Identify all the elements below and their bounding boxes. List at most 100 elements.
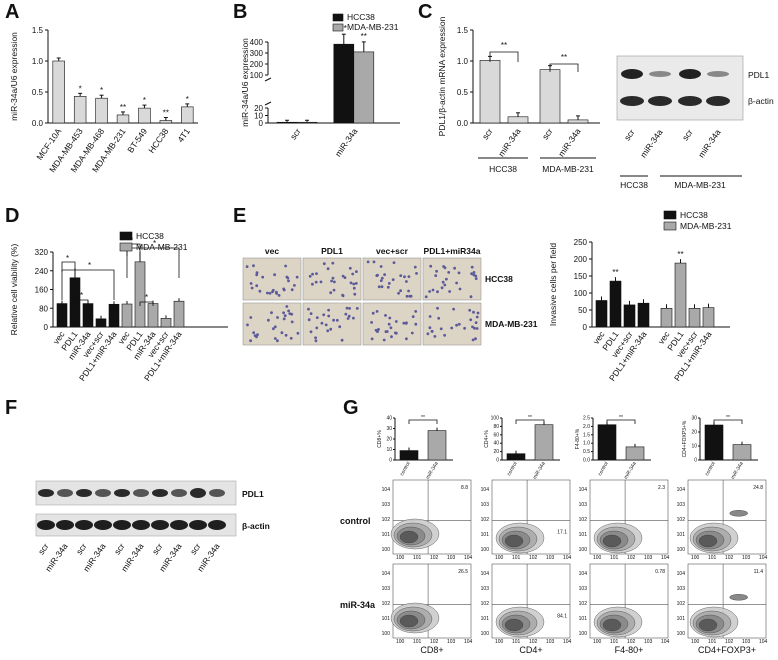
d-sig: * [130,236,133,245]
e-cell-dot [320,321,324,325]
a-bar [95,97,108,124]
e-image-row-label: MDA-MB-231 [485,319,538,329]
e-cell-dot [428,315,432,318]
e-cell-dot [377,328,380,331]
e-cell-dot [314,339,318,343]
c-blot-band-pdl1 [649,71,671,77]
e-cell-dot [372,260,376,264]
g-flow-axis-tick: 104 [563,639,572,645]
e-cell-dot [349,281,353,285]
f-blot-lane: scr [112,541,127,556]
e-cell-dot [445,277,448,281]
e-cell-dot [376,330,379,333]
e-cell-dot [380,285,384,289]
g-flow-axis-tick: 103 [447,555,456,561]
e-cell-dot [345,306,349,310]
g-tick-label: 100 [491,416,500,422]
c-category: scr [480,126,495,141]
d-bar-MDA-MB-231 [147,303,159,328]
g-flow-axis-tick: 103 [382,502,391,508]
g-flow-axis-tick: 101 [481,616,490,622]
e-cell-dot [472,310,475,314]
g-flow-axis-tick: 101 [708,639,717,645]
a-sig: ** [163,109,169,118]
e-image-column-label: vec [265,246,279,256]
e-y-tick-label: 100 [574,289,588,298]
e-cell-dot [455,323,458,327]
panel-label-A: A [5,1,19,23]
panel-label-G: G [343,397,359,419]
e-cell-dot [314,280,318,284]
e-cell-dot [474,321,478,324]
g-flow-axis-tick: 101 [413,555,422,561]
e-cell-dot [315,316,319,319]
g-flow-row-label: miR-34a [340,600,376,610]
d-legend-swatch [119,231,133,241]
g-bar [704,424,724,461]
e-cell-dot [284,264,287,268]
f-blot-band-pdl1 [76,489,92,497]
d-legend-label: MDA-MB-231 [136,242,188,252]
e-cell-dot [407,289,410,293]
a-bar [116,114,130,124]
d-sig: * [153,239,156,248]
g-flow-axis-tick: 101 [512,639,521,645]
g-flow-percent: 17.1 [557,529,567,535]
b-sig: ** [361,32,367,41]
d-bar-HCC38 [108,303,120,328]
g-tick-label: 2.5 [583,416,590,422]
c-bar [539,69,561,124]
b-y-title: miR-34a/U6 expression [240,38,250,127]
e-cell-dot [353,292,357,296]
g-flow-axis-tick: 101 [481,532,490,538]
g-flow-axis-tick: 102 [382,601,391,607]
e-cell-dot [408,294,412,298]
d-y-tick-label: 80 [39,304,48,313]
e-cell-dot [335,318,339,322]
e-cell-dot [413,265,417,269]
g-y-title: CD8+% [377,430,383,448]
e-cell-dot [311,282,314,286]
e-cell-dot [382,338,386,342]
g-category: control [597,461,610,477]
g-flow-axis-tick: 102 [725,639,734,645]
g-flow-axis-tick: 101 [610,639,619,645]
e-cell-dot [387,322,391,326]
g-flow-axis-tick: 104 [661,639,670,645]
e-cell-dot [399,274,403,277]
g-flow-axis-tick: 101 [382,532,391,538]
e-y-tick-label: 150 [574,272,588,281]
a-bar [73,96,87,124]
a-y-tick-label: 0.5 [32,88,44,97]
e-cell-dot [405,337,408,341]
b-tick-label: 300 [250,49,264,58]
e-cell-dot [411,315,415,318]
e-cell-dot [355,270,358,273]
f-blot-lane: scr [150,541,165,556]
f-blot-band-actin [75,520,93,530]
e-cell-dot [387,282,391,285]
e-bar-MDA-MB-231 [660,307,673,328]
c-y-title: PDL1/β-actin mRNA expression [437,16,447,136]
e-cell-dot [414,310,418,313]
b-tick-label: 10 [254,112,263,121]
e-cell-dot [266,291,269,295]
g-flow-percent: 24.8 [753,485,763,491]
g-y-title: F4-80+% [575,428,581,449]
e-cell-dot [447,271,451,274]
g-tick-label: 0 [694,458,697,464]
e-cell-dot [388,316,392,320]
g-flow-axis-tick: 100 [593,555,602,561]
e-cell-dot [405,294,409,298]
e-cell-dot [333,280,336,284]
e-bar-HCC38 [609,280,622,328]
b-category: scr [288,126,303,141]
b-break-mark [264,101,272,106]
e-cell-dot [246,323,249,327]
e-cell-dot [435,269,438,273]
g-tick-label: 10 [386,447,392,453]
g-sig-bracket [606,419,636,424]
e-cell-dot [377,285,381,289]
g-flow-axis-tick: 101 [512,555,521,561]
e-micrograph [422,302,482,346]
